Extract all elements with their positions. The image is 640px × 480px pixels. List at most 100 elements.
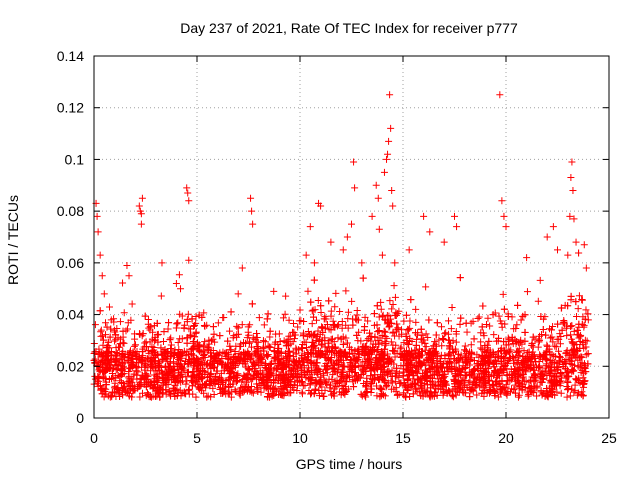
data-point — [289, 365, 297, 373]
data-point — [561, 364, 569, 372]
data-point — [582, 343, 590, 351]
data-point — [256, 354, 264, 362]
data-point — [388, 373, 396, 381]
data-point — [482, 379, 490, 387]
data-point — [118, 370, 126, 378]
data-point — [185, 197, 193, 205]
data-point — [158, 259, 166, 267]
data-point — [132, 364, 140, 372]
data-point — [107, 325, 115, 333]
data-point — [461, 342, 469, 350]
data-point — [380, 363, 388, 371]
data-point — [393, 320, 401, 328]
data-point — [489, 350, 497, 358]
data-point — [405, 341, 413, 349]
data-point — [114, 371, 122, 379]
data-point — [366, 356, 374, 364]
data-point — [549, 338, 557, 346]
data-point — [370, 310, 378, 318]
data-point — [255, 314, 263, 322]
data-point — [153, 370, 161, 378]
data-point — [525, 348, 533, 356]
data-point — [484, 364, 492, 372]
data-point — [579, 391, 587, 399]
data-point — [550, 373, 558, 381]
data-point — [128, 351, 136, 359]
data-point — [227, 346, 235, 354]
data-point — [168, 348, 176, 356]
data-point — [515, 391, 523, 399]
data-point — [451, 370, 459, 378]
data-point — [237, 384, 245, 392]
data-point — [328, 347, 336, 355]
data-point — [395, 307, 403, 315]
data-point — [175, 371, 183, 379]
data-point — [373, 321, 381, 329]
data-point — [209, 323, 217, 331]
data-point — [175, 271, 183, 279]
data-point — [299, 344, 307, 352]
data-point — [138, 348, 146, 356]
data-point — [143, 355, 151, 363]
data-point — [411, 346, 419, 354]
data-point — [332, 383, 340, 391]
data-point — [266, 360, 274, 368]
data-point — [558, 304, 566, 312]
data-point — [284, 377, 292, 385]
data-point — [201, 322, 209, 330]
data-point — [511, 389, 519, 397]
data-point — [358, 345, 366, 353]
data-point — [298, 378, 306, 386]
chart-title: Day 237 of 2021, Rate Of TEC Index for r… — [180, 20, 518, 36]
data-point — [103, 343, 111, 351]
data-point — [424, 350, 432, 358]
data-point — [108, 375, 116, 383]
data-point — [500, 346, 508, 354]
data-point — [251, 360, 259, 368]
data-point — [440, 335, 448, 343]
data-point — [323, 380, 331, 388]
data-point — [244, 365, 252, 373]
data-point — [179, 364, 187, 372]
data-point — [249, 220, 257, 228]
data-point — [235, 356, 243, 364]
data-point — [336, 307, 344, 315]
data-point — [321, 343, 329, 351]
data-point — [575, 292, 583, 300]
data-point — [171, 373, 179, 381]
data-point — [341, 389, 349, 397]
data-point — [524, 349, 532, 357]
data-point — [139, 330, 147, 338]
data-point — [422, 366, 430, 374]
axis-ticks: 0 5 10 15 20 25 0 0.02 0.04 0.06 0.08 0.1 0.12 0.14 — [57, 48, 617, 446]
data-point — [545, 345, 553, 353]
data-point — [271, 353, 279, 361]
data-point — [571, 381, 579, 389]
data-point — [279, 375, 287, 383]
data-point — [535, 364, 543, 372]
data-point — [392, 341, 400, 349]
data-point — [315, 386, 323, 394]
data-point — [529, 343, 537, 351]
data-point — [573, 312, 581, 320]
data-point — [317, 308, 325, 316]
data-point — [353, 306, 361, 314]
data-point — [220, 314, 228, 322]
data-point — [533, 382, 541, 390]
data-point — [94, 228, 102, 236]
data-point — [584, 316, 592, 324]
data-point — [313, 332, 321, 340]
data-point — [343, 353, 351, 361]
data-point — [383, 312, 391, 319]
data-point — [535, 336, 543, 344]
y-tick-label: 0.1 — [65, 151, 85, 167]
data-point — [386, 322, 394, 330]
data-point — [171, 392, 179, 400]
data-point — [482, 368, 490, 376]
data-point — [320, 362, 328, 370]
data-point — [470, 366, 478, 374]
data-point — [279, 355, 287, 363]
data-point — [566, 351, 574, 359]
data-point — [363, 378, 371, 386]
data-point — [546, 334, 554, 342]
